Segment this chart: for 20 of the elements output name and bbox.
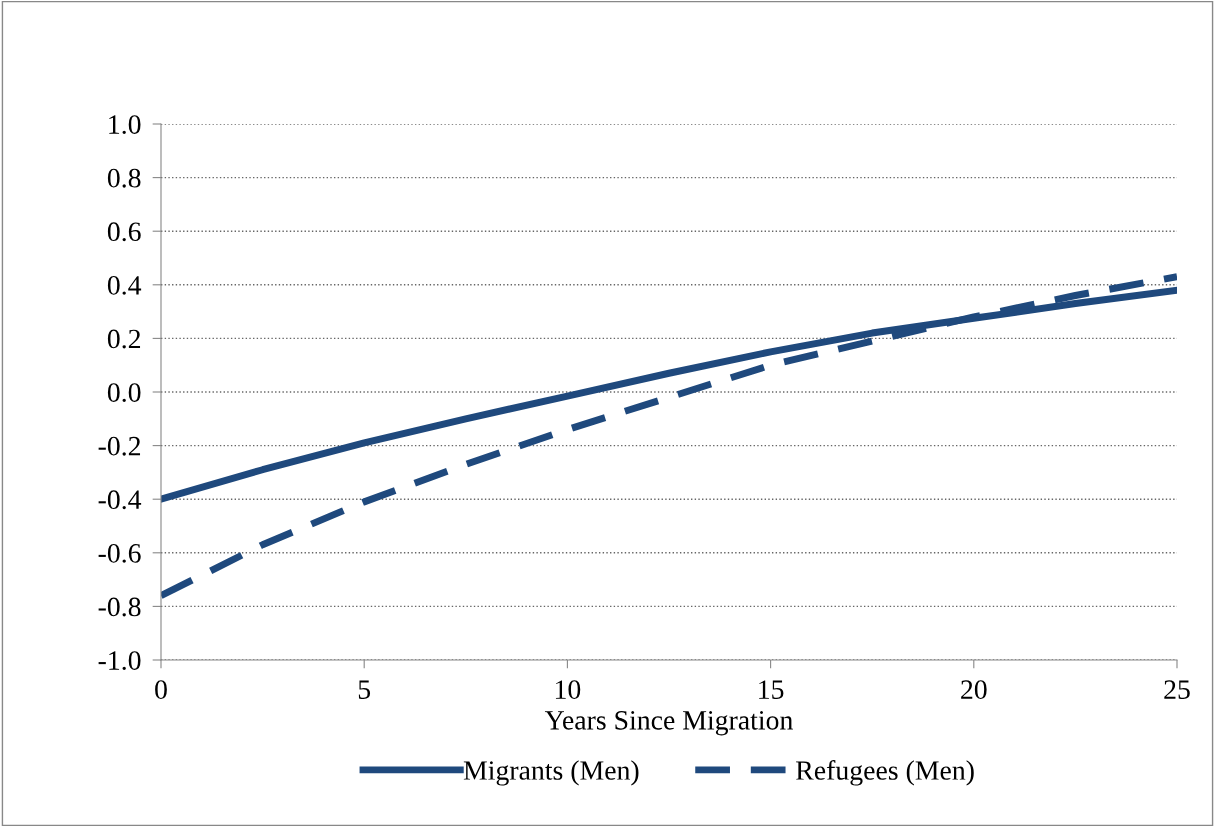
x-tick-label: 5 — [358, 680, 371, 699]
y-tick-label: -0.2 — [98, 436, 141, 456]
y-tick-label: -1.0 — [98, 651, 141, 671]
x-tick-label: 25 — [1164, 680, 1190, 699]
legend-label: Migrants (Men) — [463, 760, 639, 786]
y-tick-label: -0.6 — [98, 543, 141, 563]
x-axis-title: Years Since Migration — [544, 710, 793, 736]
x-tick-label: 15 — [759, 680, 784, 699]
legend-label: Refugees (Men) — [796, 760, 974, 786]
y-tick-label: 0.8 — [107, 168, 141, 188]
y-tick-label: 0.4 — [107, 275, 142, 295]
y-tick-label: 0.6 — [107, 222, 141, 242]
y-tick-label: 0.2 — [107, 329, 141, 349]
y-tick-label: -0.4 — [98, 490, 142, 510]
y-tick-label: 1.0 — [109, 115, 141, 135]
x-tick-label: 10 — [555, 680, 581, 699]
y-tick-label: -0.8 — [98, 597, 141, 617]
x-tick-label: 0 — [155, 680, 167, 699]
x-tick-label: 20 — [961, 680, 987, 699]
y-tick-label: 0.0 — [107, 383, 141, 403]
